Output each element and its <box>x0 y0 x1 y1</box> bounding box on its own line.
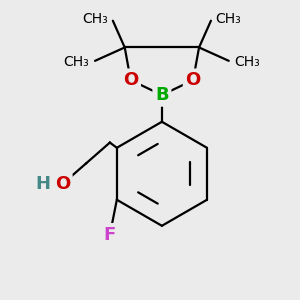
Text: F: F <box>104 226 116 244</box>
Text: B: B <box>155 86 169 104</box>
Text: O: O <box>55 175 70 193</box>
Text: CH₃: CH₃ <box>82 12 108 26</box>
Text: CH₃: CH₃ <box>215 12 241 26</box>
Text: H: H <box>35 175 50 193</box>
Text: CH₃: CH₃ <box>235 55 260 69</box>
Text: O: O <box>123 71 138 89</box>
Text: O: O <box>185 71 201 89</box>
Text: CH₃: CH₃ <box>63 55 89 69</box>
